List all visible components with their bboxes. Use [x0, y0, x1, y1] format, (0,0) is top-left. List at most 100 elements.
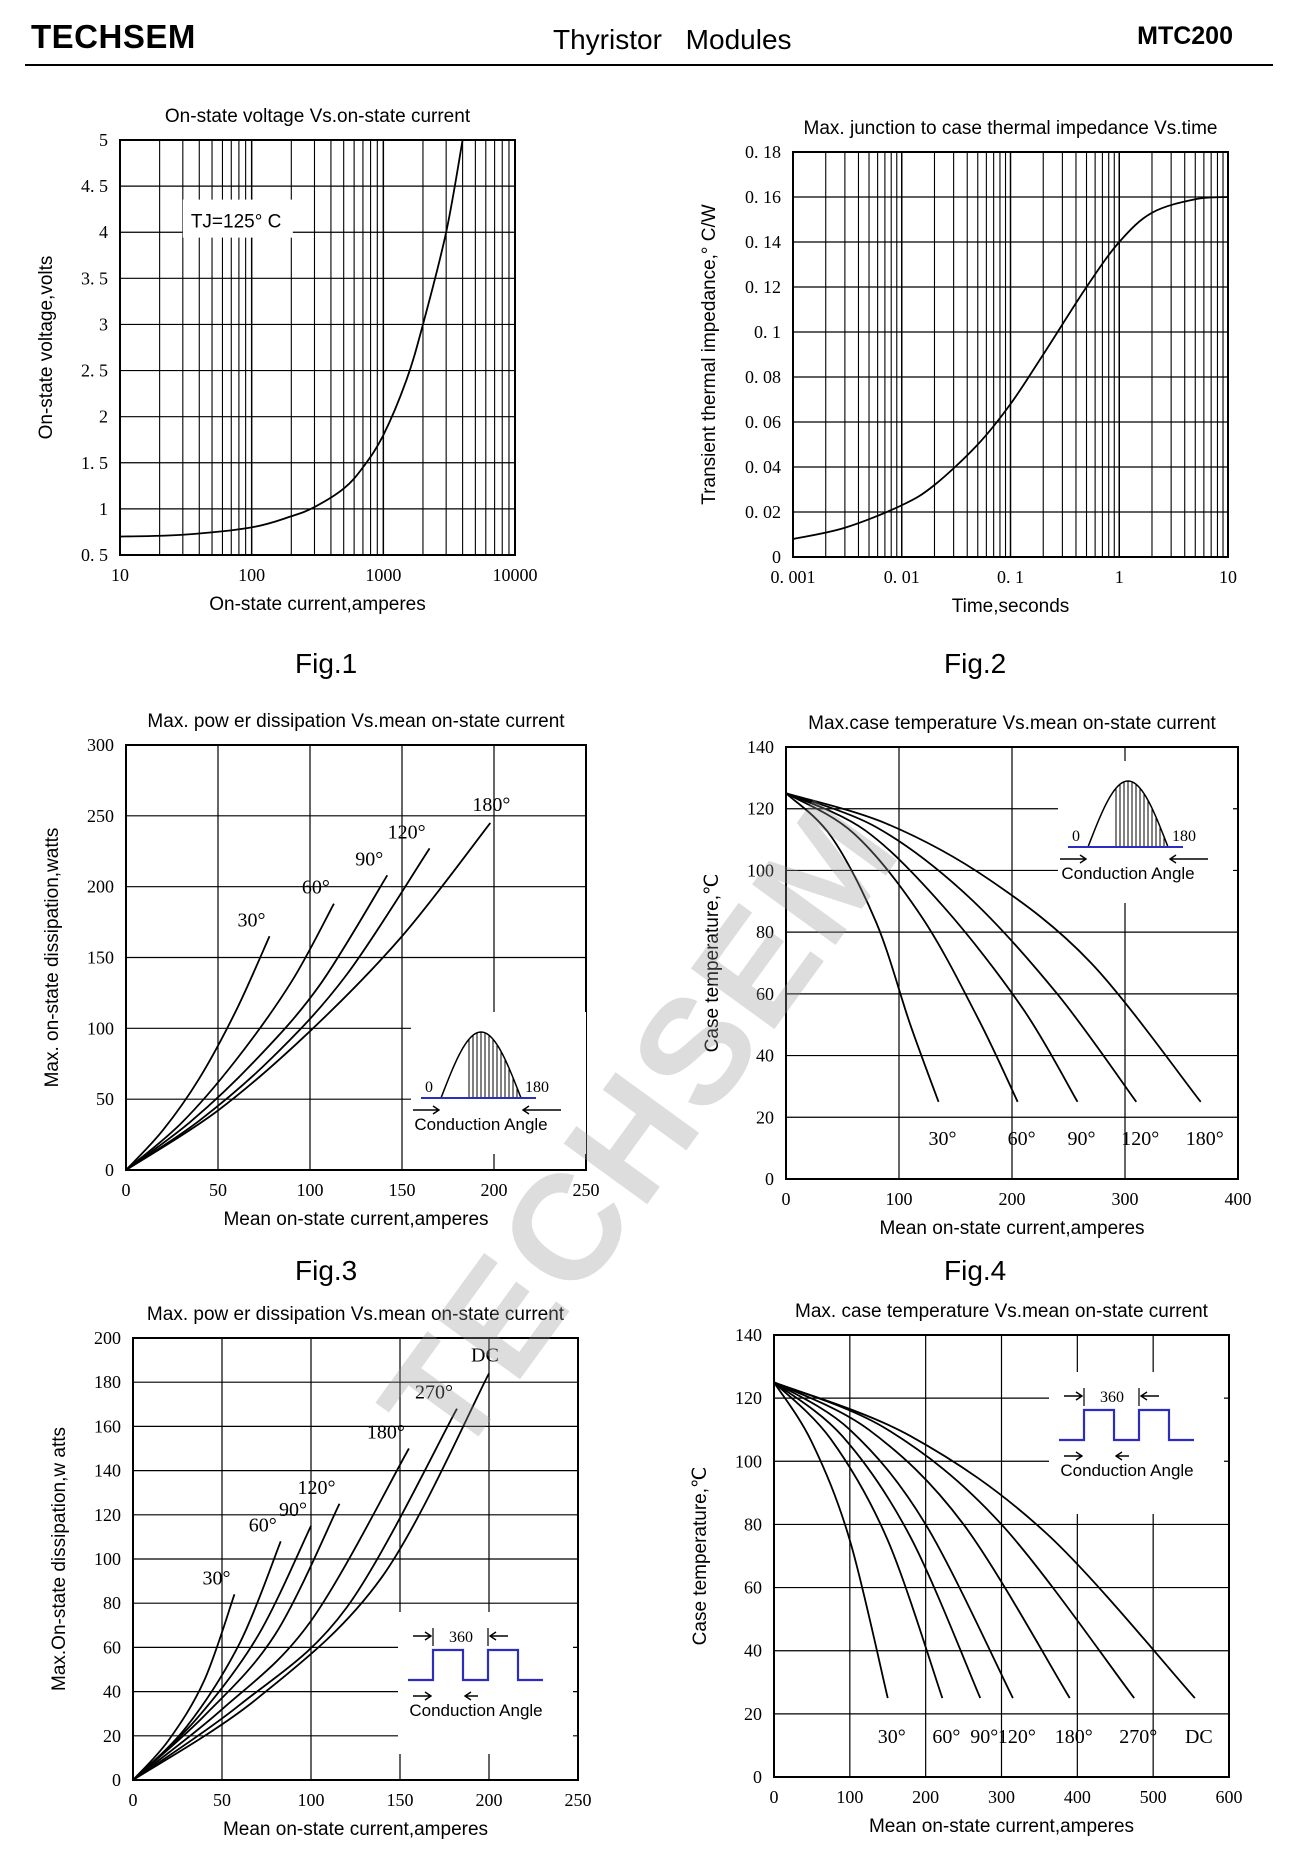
fig4-series-line: [785, 792, 1019, 1103]
fig3-xtick-label: 250: [573, 1180, 600, 1200]
fig6-series-line: [773, 1381, 889, 1699]
fig6-series-label: 60°: [932, 1726, 960, 1748]
fig1-label: Fig.1: [295, 648, 358, 679]
fig5-series-label: 180°: [367, 1422, 405, 1444]
fig6-ytick-label: 60: [744, 1578, 762, 1598]
fig2-ytick-label: 0. 06: [745, 412, 781, 432]
fig3-ytick-label: 150: [87, 948, 114, 968]
fig6-series-label: 180°: [1055, 1726, 1093, 1748]
fig2-xtick-label: 1: [1115, 567, 1124, 587]
fig6-series-label: 270°: [1119, 1726, 1157, 1748]
fig4-xtick-label: 400: [1225, 1189, 1252, 1209]
fig6-xtick-label: 400: [1064, 1787, 1091, 1807]
annotation-tj: TJ=125° C: [191, 212, 282, 233]
fig6-series-label: DC: [1185, 1726, 1213, 1748]
fig5-series-line: [132, 1503, 341, 1781]
fig3-title: Max. pow er dissipation Vs.mean on-state…: [147, 711, 565, 732]
fig4-series-line: [785, 792, 1202, 1103]
fig3-xtick-label: 150: [389, 1180, 416, 1200]
fig4-xtick-label: 300: [1112, 1189, 1139, 1209]
fig2-xtick-label: 10: [1219, 567, 1237, 587]
fig4-series-label: 90°: [1068, 1128, 1096, 1150]
fig2-grid: [792, 151, 1229, 558]
fig4-series-line: [785, 792, 940, 1103]
fig3-series-line: [125, 903, 335, 1171]
fig6-series-line: [773, 1381, 1014, 1699]
fig1-ytick-label: 2. 5: [81, 361, 108, 381]
fig4-xtick-label: 200: [999, 1189, 1026, 1209]
page-header: TECHSEM Thyristor Modules MTC200: [25, 12, 1273, 66]
fig2-xlabel: Time,seconds: [952, 596, 1070, 617]
fig6-title: Max. case temperature Vs.mean on-state c…: [795, 1301, 1209, 1322]
fig6-xlabel: Mean on-state current,amperes: [869, 1816, 1134, 1837]
fig2-ytick-label: 0: [772, 547, 781, 567]
annotation-background: [182, 199, 293, 238]
fig4-inset-caption: Conduction Angle: [1061, 864, 1194, 883]
fig1-ytick-label: 3: [99, 314, 108, 334]
fig4-ytick-label: 80: [756, 922, 774, 942]
fig5-ytick-label: 140: [94, 1461, 121, 1481]
fig2-ytick-label: 0. 14: [745, 232, 781, 252]
fig5-xtick-label: 150: [387, 1790, 414, 1810]
fig6-series-label: 90°: [970, 1726, 998, 1748]
fig4-ytick-label: 140: [747, 737, 774, 757]
fig3-xtick-label: 50: [209, 1180, 227, 1200]
fig6-xtick-label: 200: [912, 1787, 939, 1807]
brand-logo-text: TECHSEM: [31, 18, 196, 55]
fig6-series-label: 120°: [998, 1726, 1036, 1748]
fig5-ytick-label: 0: [112, 1770, 121, 1790]
fig4-series-label: 120°: [1121, 1128, 1159, 1150]
fig1-grid: [119, 139, 516, 556]
fig3-series-label: 180°: [472, 794, 510, 816]
fig2-ytick-label: 0. 12: [745, 277, 781, 297]
fig3-series-label: 90°: [355, 848, 383, 870]
fig1-xlabel: On-state current,amperes: [209, 594, 425, 615]
fig3-series-line: [125, 935, 271, 1171]
fig5-series-line: [132, 1372, 490, 1781]
fig3-series-label: 60°: [302, 877, 330, 899]
fig3-label: Fig.3: [295, 1255, 358, 1286]
fig4-xlabel: Mean on-state current,amperes: [879, 1218, 1144, 1239]
fig4-ytick-label: 40: [756, 1046, 774, 1066]
fig2-label: Fig.2: [944, 648, 1007, 679]
fig3-series-label: 120°: [388, 821, 426, 843]
fig5-ytick-label: 200: [94, 1328, 121, 1348]
fig5-ytick-label: 100: [94, 1549, 121, 1569]
fig6-ytick-label: 140: [735, 1325, 762, 1345]
fig3-ytick-label: 250: [87, 806, 114, 826]
fig4-xtick-label: 0: [782, 1189, 791, 1209]
fig6-ytick-label: 80: [744, 1514, 762, 1534]
fig5-ylabel: Max.On-state dissipation,w atts: [49, 1427, 70, 1691]
fig1-title: On-state voltage Vs.on-state current: [165, 106, 471, 127]
fig1-ytick-label: 2: [99, 407, 108, 427]
fig2-series-line: [792, 196, 1229, 540]
fig2-xtick-label: 0. 1: [997, 567, 1024, 587]
fig4-svg: Max.case temperature Vs.mean on-state cu…: [702, 713, 1252, 1239]
fig4-series-label: 60°: [1008, 1128, 1036, 1150]
fig2-svg: Max. junction to case thermal impedance …: [699, 118, 1237, 617]
chart-fig4: Max.case temperature Vs.mean on-state cu…: [648, 690, 1288, 1250]
fig5-ytick-label: 180: [94, 1372, 121, 1392]
fig6-xtick-label: 300: [988, 1787, 1015, 1807]
fig2-ytick-label: 0. 02: [745, 502, 781, 522]
fig6-ytick-label: 120: [735, 1388, 762, 1408]
fig4-ylabel: Case temperature,℃: [702, 874, 723, 1053]
fig5-ytick-label: 60: [103, 1637, 121, 1657]
fig6-series-line: [773, 1381, 982, 1699]
fig1-ytick-label: 4: [99, 222, 108, 242]
fig6-xtick-label: 500: [1140, 1787, 1167, 1807]
fig1-xtick-label: 10000: [493, 565, 538, 585]
fig5-inset-period-label: 360: [449, 1629, 473, 1646]
fig5-title: Max. pow er dissipation Vs.mean on-state…: [147, 1304, 565, 1325]
fig3-ylabel: Max. on-state dissipation,watts: [42, 828, 63, 1088]
fig5-series-label: 60°: [249, 1514, 277, 1536]
fig3-xlabel: Mean on-state current,amperes: [223, 1209, 488, 1230]
fig4-ytick-label: 100: [747, 860, 774, 880]
fig6-series-line: [773, 1381, 1196, 1699]
fig5-series-line: [132, 1594, 236, 1781]
document-title: Thyristor Modules: [553, 24, 792, 55]
fig6-ytick-label: 20: [744, 1704, 762, 1724]
fig5-ytick-label: 160: [94, 1416, 121, 1436]
fig5-ytick-label: 40: [103, 1682, 121, 1702]
